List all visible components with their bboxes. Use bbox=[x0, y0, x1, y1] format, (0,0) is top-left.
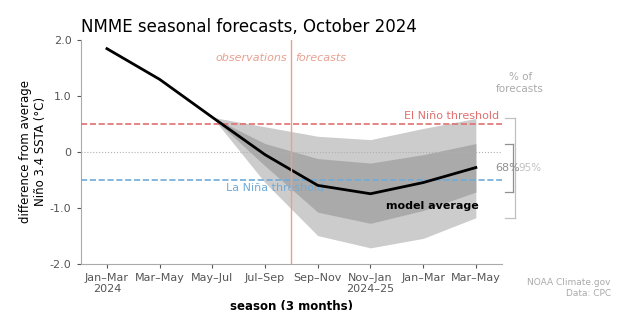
Text: observations: observations bbox=[216, 53, 287, 63]
Text: % of
forecasts: % of forecasts bbox=[496, 72, 544, 94]
Text: 95%: 95% bbox=[518, 163, 541, 173]
Text: El Niño threshold: El Niño threshold bbox=[404, 111, 500, 121]
Text: NMME seasonal forecasts, October 2024: NMME seasonal forecasts, October 2024 bbox=[81, 18, 417, 36]
Text: La Niña threshold: La Niña threshold bbox=[226, 183, 325, 193]
Text: 68%: 68% bbox=[495, 163, 520, 173]
Text: forecasts: forecasts bbox=[296, 53, 347, 63]
Text: NOAA Climate.gov
Data: CPC: NOAA Climate.gov Data: CPC bbox=[527, 278, 611, 298]
Text: model average: model average bbox=[386, 201, 479, 211]
X-axis label: season (3 months): season (3 months) bbox=[230, 300, 353, 310]
Y-axis label: difference from average
Niño 3.4 SSTA (°C): difference from average Niño 3.4 SSTA (°… bbox=[19, 80, 47, 224]
